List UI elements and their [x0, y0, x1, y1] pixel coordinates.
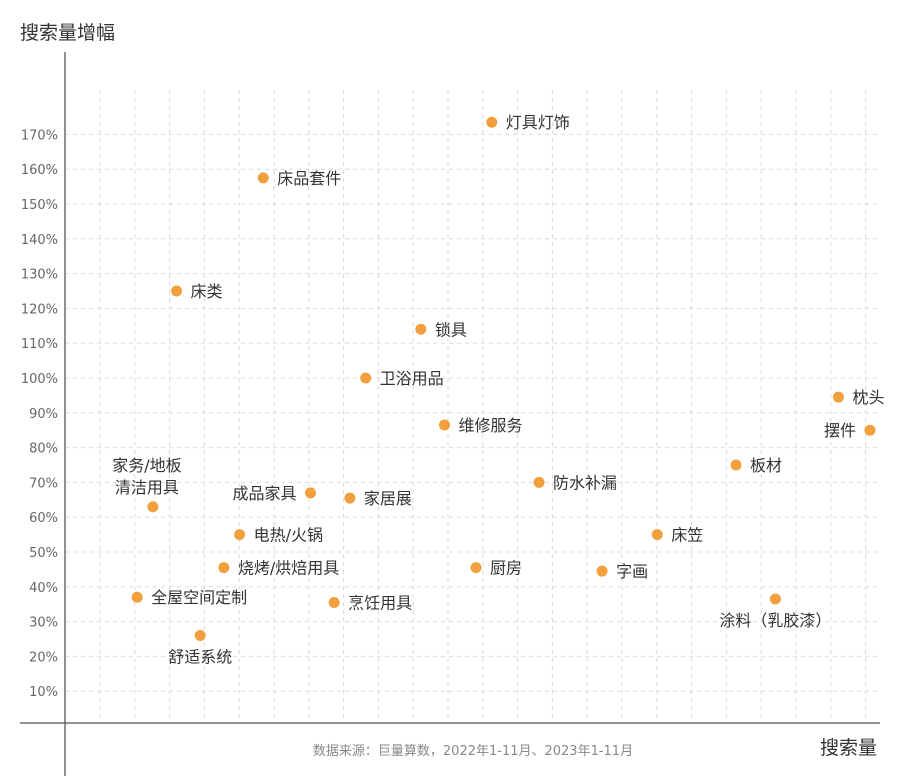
point-label: 全屋空间定制: [151, 588, 247, 607]
data-point: [305, 487, 317, 499]
data-source-note: 数据来源：巨量算数，2022年1-11月、2023年1-11月: [312, 744, 634, 759]
point-label: 字画: [616, 562, 648, 581]
point-label: 成品家具: [233, 484, 297, 503]
y-tick-label: 130%: [21, 268, 58, 283]
point-label: 家居展: [364, 489, 412, 508]
data-point: [470, 562, 482, 574]
data-point: [415, 323, 427, 335]
y-tick-label: 140%: [21, 233, 58, 248]
point-label: 床笠: [671, 526, 703, 545]
data-point: [218, 562, 230, 574]
point-label: 舒适系统: [168, 648, 232, 667]
point-label: 枕头: [852, 388, 884, 407]
y-tick-label: 80%: [29, 442, 58, 457]
data-point: [344, 492, 356, 504]
data-point: [194, 630, 206, 642]
data-point: [438, 419, 450, 431]
data-point: [234, 529, 246, 541]
data-point: [769, 593, 781, 605]
y-tick-label: 40%: [29, 581, 58, 596]
point-label: 卫浴用品: [380, 369, 444, 388]
y-tick-label: 20%: [29, 650, 58, 665]
point-label: 家务/地板清洁用具: [112, 456, 181, 497]
point-label: 板材: [750, 456, 782, 475]
point-label: 防水补漏: [553, 473, 617, 492]
data-point: [328, 596, 340, 608]
data-point: [486, 116, 498, 128]
data-point: [171, 285, 183, 297]
data-point: [147, 501, 159, 513]
y-tick-label: 30%: [29, 616, 58, 631]
y-tick-label: 50%: [29, 546, 58, 561]
y-axis-title: 搜索量增幅: [20, 22, 116, 44]
data-point: [360, 372, 372, 384]
y-tick-label: 150%: [21, 198, 58, 213]
point-label: 床品套件: [277, 169, 341, 188]
point-label: 锁具: [435, 320, 467, 339]
y-tick-label: 110%: [21, 337, 58, 352]
data-point: [131, 591, 143, 603]
y-tick-label: 10%: [29, 685, 58, 700]
point-label: 烧烤/烘焙用具: [238, 559, 339, 578]
y-tick-label: 160%: [21, 163, 58, 178]
y-tick-label: 90%: [29, 407, 58, 422]
data-point: [730, 459, 742, 471]
y-tick-label: 100%: [21, 372, 58, 387]
x-axis-title: 搜索量: [820, 737, 878, 759]
data-point: [533, 476, 545, 488]
point-label: 烹饪用具: [348, 593, 412, 612]
point-label: 维修服务: [458, 416, 522, 435]
data-point: [257, 172, 269, 184]
data-point: [864, 424, 876, 436]
point-label: 摆件: [824, 421, 856, 440]
y-tick-label: 120%: [21, 302, 58, 317]
point-label: 厨房: [490, 559, 522, 578]
data-point: [832, 391, 844, 403]
data-point: [651, 529, 663, 541]
data-point: [596, 565, 608, 577]
y-tick-label: 70%: [29, 476, 58, 491]
point-label: 电热/火锅: [254, 526, 323, 545]
y-tick-label: 60%: [29, 511, 58, 526]
point-label: 床类: [191, 282, 223, 301]
point-label: 灯具灯饰: [506, 113, 570, 132]
point-label: 涂料（乳胶漆）: [719, 611, 831, 630]
y-tick-label: 170%: [21, 128, 58, 143]
